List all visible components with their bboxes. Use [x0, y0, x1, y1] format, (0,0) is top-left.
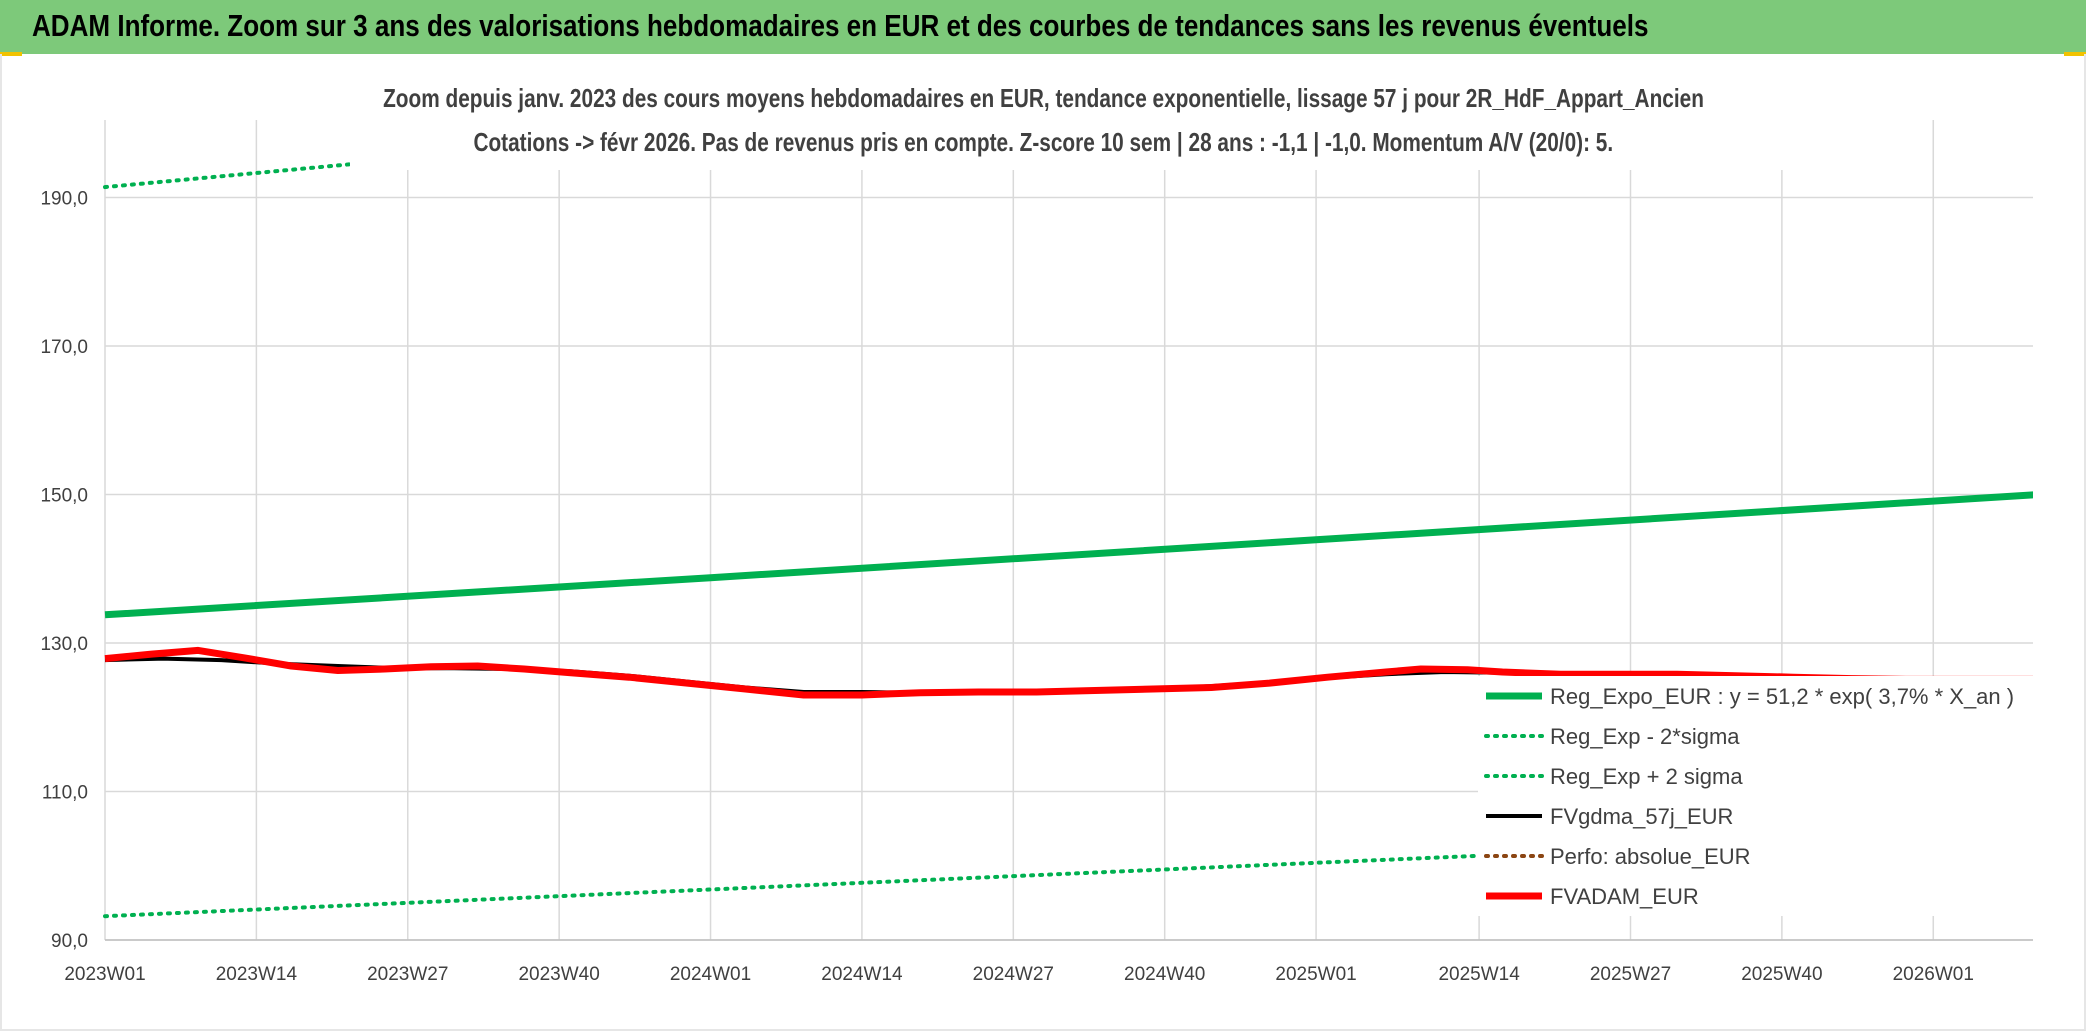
- x-tick-label: 2023W14: [216, 964, 298, 985]
- x-tick-label: 2023W01: [64, 964, 145, 985]
- x-tick-label: 2023W40: [518, 964, 599, 985]
- chart-subtitle: Cotations -> févr 2026. Pas de revenus p…: [0, 127, 2086, 158]
- legend-label: Reg_Exp - 2*sigma: [1550, 724, 1740, 749]
- legend-background: [1478, 676, 2033, 916]
- chart-title: Zoom depuis janv. 2023 des cours moyens …: [0, 83, 2086, 114]
- chart-legend: Reg_Expo_EUR : y = 51,2 * exp( 3,7% * X_…: [350, 78, 2033, 916]
- y-tick-label: 170,0: [40, 337, 88, 358]
- x-tick-label: 2023W27: [367, 964, 448, 985]
- y-tick-label: 110,0: [42, 783, 88, 804]
- x-tick-label: 2025W27: [1590, 964, 1671, 985]
- x-tick-label: 2024W40: [1124, 964, 1205, 985]
- banner-accent-right: [2064, 52, 2086, 56]
- x-tick-label: 2024W01: [670, 964, 751, 985]
- x-tick-label: 2026W01: [1893, 964, 1974, 985]
- series-line-0: [104, 491, 2033, 619]
- x-tick-label: 2025W40: [1741, 964, 1822, 985]
- y-tick-label: 130,0: [40, 634, 88, 655]
- report-banner: ADAM Informe. Zoom sur 3 ans des valoris…: [0, 0, 2086, 54]
- x-tick-label: 2024W14: [821, 964, 903, 985]
- chart-frame: [0, 54, 2086, 1031]
- banner-accent-left: [0, 52, 22, 56]
- legend-label: FVADAM_EUR: [1550, 884, 1699, 909]
- series-line-5: [104, 646, 2033, 699]
- legend-label: Reg_Expo_EUR : y = 51,2 * exp( 3,7% * X_…: [1550, 684, 2014, 709]
- chart-axes: 90,0 110,0 130,0 150,0 170,0 190,0 2023W01 2023…: [40, 189, 2033, 985]
- legend-label: Reg_Exp + 2 sigma: [1550, 764, 1743, 789]
- x-tick-label: 2025W01: [1275, 964, 1356, 985]
- title-mask: [350, 78, 1790, 170]
- report-title: ADAM Informe. Zoom sur 3 ans des valoris…: [32, 8, 1649, 43]
- y-tick-label: 90,0: [51, 931, 88, 952]
- chart-subtitle-text: Cotations -> févr 2026. Pas de revenus p…: [473, 127, 1613, 157]
- y-tick-label: 150,0: [40, 486, 88, 507]
- legend-label: FVgdma_57j_EUR: [1550, 804, 1733, 829]
- x-tick-label: 2024W27: [973, 964, 1054, 985]
- y-tick-label: 190,0: [40, 189, 88, 210]
- x-tick-label: 2025W14: [1438, 964, 1520, 985]
- chart-title-text: Zoom depuis janv. 2023 des cours moyens …: [382, 83, 1704, 113]
- legend-label: Perfo: absolue_EUR: [1550, 844, 1751, 869]
